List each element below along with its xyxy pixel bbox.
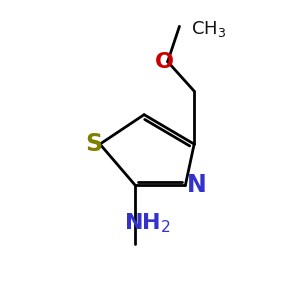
Text: CH$_3$: CH$_3$ [191,19,226,39]
Text: O: O [155,52,174,72]
Text: NH$_2$: NH$_2$ [124,212,171,236]
Text: S: S [85,132,103,156]
Text: N: N [187,173,207,197]
